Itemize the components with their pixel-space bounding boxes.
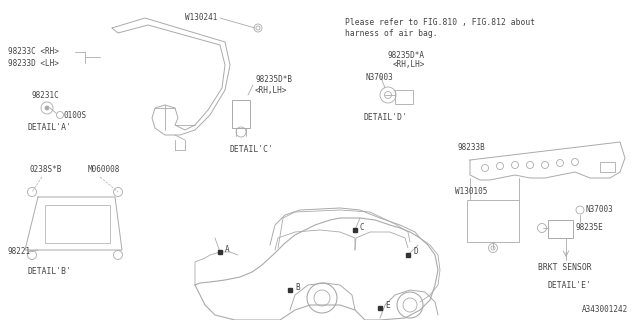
Text: 98233C <RH>: 98233C <RH> — [8, 47, 59, 57]
Text: B: B — [295, 283, 300, 292]
Text: DETAIL'E': DETAIL'E' — [548, 281, 592, 290]
Text: A343001242: A343001242 — [582, 306, 628, 315]
Bar — [548, 220, 573, 238]
Text: <RH,LH>: <RH,LH> — [393, 60, 426, 69]
Text: Please refer to FIG.810 , FIG.812 about: Please refer to FIG.810 , FIG.812 about — [345, 18, 535, 27]
Bar — [395, 90, 413, 104]
Text: DETAIL'C': DETAIL'C' — [230, 146, 274, 155]
Text: 98221: 98221 — [8, 247, 31, 257]
Text: A: A — [225, 244, 230, 253]
Text: N37003: N37003 — [365, 74, 393, 83]
Bar — [600, 162, 615, 172]
Bar — [467, 200, 519, 242]
Text: DETAIL'D': DETAIL'D' — [363, 114, 407, 123]
Text: 98231C: 98231C — [32, 91, 60, 100]
Text: 0100S: 0100S — [64, 110, 87, 119]
Text: 98233D <LH>: 98233D <LH> — [8, 59, 59, 68]
Text: 98235E: 98235E — [576, 223, 604, 233]
Circle shape — [45, 106, 49, 110]
Text: E: E — [385, 300, 390, 309]
Text: DETAIL'B': DETAIL'B' — [28, 268, 72, 276]
Bar — [45, 205, 110, 243]
Text: N37003: N37003 — [586, 205, 614, 214]
Text: 98235D*B: 98235D*B — [255, 76, 292, 84]
Text: 98235D*A: 98235D*A — [388, 51, 425, 60]
Text: BRKT SENSOR: BRKT SENSOR — [538, 263, 591, 273]
Text: harness of air bag.: harness of air bag. — [345, 28, 438, 37]
Text: W130105: W130105 — [455, 188, 488, 196]
Text: 0238S*B: 0238S*B — [30, 165, 62, 174]
Text: 98233B: 98233B — [458, 143, 486, 153]
Text: W130241: W130241 — [185, 13, 218, 22]
Bar — [232, 100, 250, 128]
Text: DETAIL'A': DETAIL'A' — [28, 124, 72, 132]
Text: M060008: M060008 — [88, 165, 120, 174]
Text: C: C — [360, 222, 365, 231]
Text: <RH,LH>: <RH,LH> — [255, 85, 287, 94]
Text: D: D — [413, 247, 418, 257]
